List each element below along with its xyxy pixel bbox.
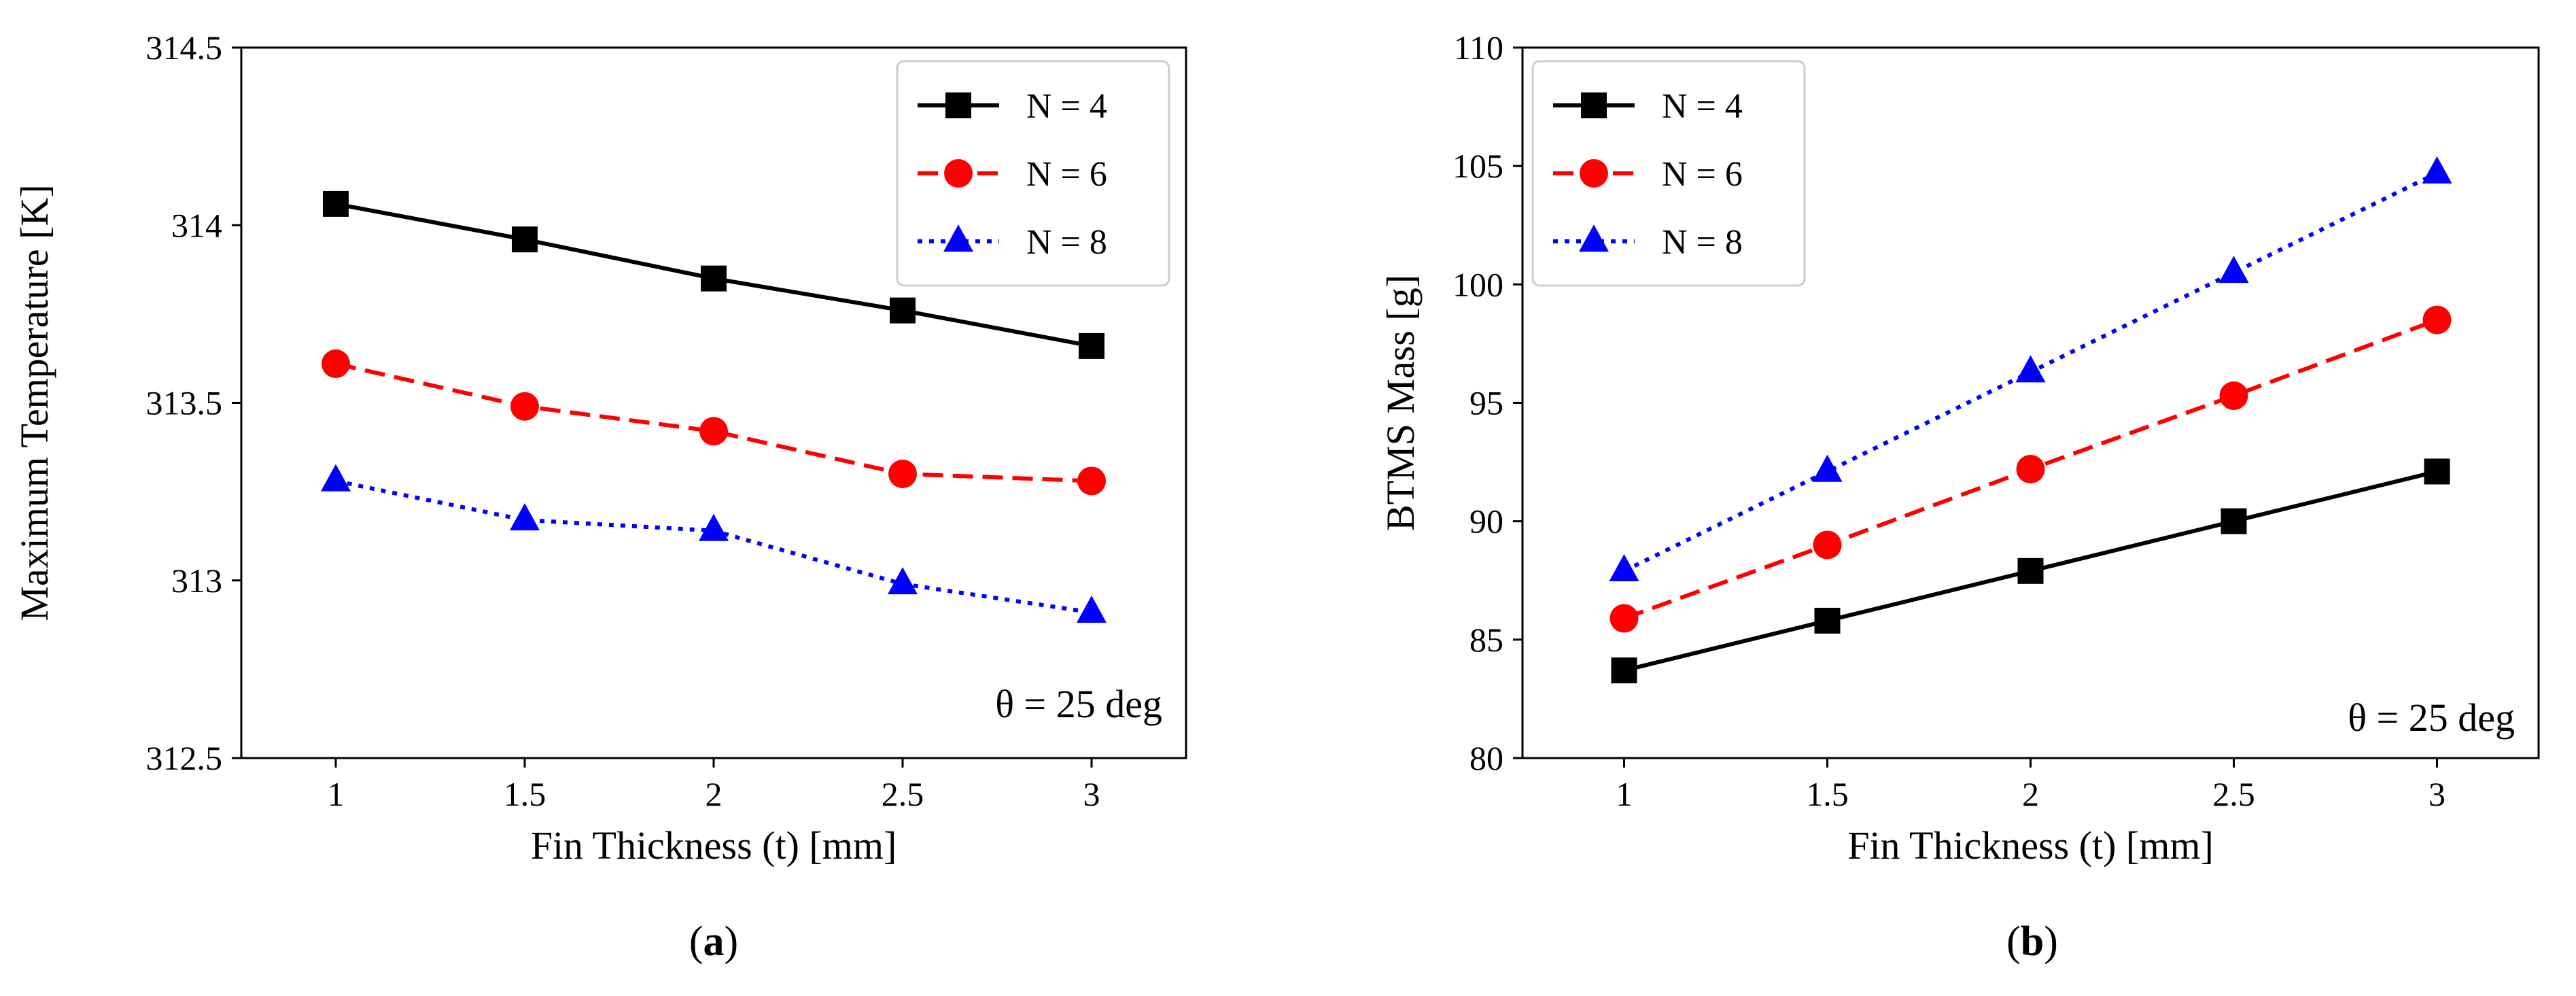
x-tick-label: 1.5 [1806, 775, 1849, 813]
x-axis-label: Fin Thickness (t) [mm] [1847, 823, 2214, 868]
series-0 [323, 190, 1104, 359]
data-point [321, 349, 350, 379]
series-line [335, 479, 1092, 615]
data-point [888, 460, 917, 488]
data-point [2422, 156, 2452, 184]
y-tick-label: 105 [1452, 147, 1503, 185]
legend-marker [944, 159, 973, 188]
data-point [1812, 454, 1843, 482]
x-tick-label: 2 [706, 775, 723, 813]
y-tick-label: 312.5 [146, 739, 223, 777]
y-axis-label: Maximum Temperature [K] [12, 184, 56, 621]
y-axis-label: BTMS Mass [g] [1378, 275, 1423, 531]
data-point [2015, 355, 2046, 383]
data-point [1077, 466, 1106, 496]
y-tick-label: 80 [1469, 739, 1503, 777]
caption-open: ( [689, 918, 703, 965]
data-point [1077, 595, 1107, 623]
panel-caption: (b) [2006, 918, 2058, 965]
data-point [699, 513, 729, 541]
series-1 [1609, 305, 2452, 633]
caption-letter: a [703, 918, 725, 965]
caption-letter: b [2021, 918, 2044, 965]
x-tick-label: 3 [1083, 775, 1100, 813]
x-tick-label: 2.5 [882, 775, 924, 813]
data-point [510, 392, 539, 421]
theta-annotation: θ = 25 deg [2348, 696, 2515, 740]
data-point [1609, 604, 1639, 633]
x-tick-label: 2 [2022, 775, 2039, 813]
data-point [890, 297, 916, 324]
legend-label: N = 4 [1662, 87, 1743, 126]
y-tick-label: 314.5 [146, 29, 223, 67]
data-point [2017, 557, 2044, 584]
theta-annotation: θ = 25 deg [995, 682, 1162, 726]
legend: N = 4 N = 6 N = 8 [1531, 60, 1806, 287]
data-point [2218, 256, 2249, 284]
data-point [1079, 332, 1104, 359]
data-point [2424, 458, 2450, 485]
panel-caption: (a) [689, 918, 738, 965]
caption-close: ) [2044, 918, 2058, 965]
series-line [335, 362, 1092, 483]
data-point [2221, 508, 2247, 534]
legend-marker [1581, 92, 1607, 118]
x-tick-label: 2.5 [2212, 775, 2255, 813]
data-point [512, 226, 538, 253]
legend-marker [1580, 159, 1608, 188]
data-point [888, 567, 918, 595]
x-axis-label: Fin Thickness (t) [mm] [531, 823, 897, 868]
legend-label: N = 4 [1026, 87, 1107, 126]
y-tick-label: 95 [1469, 384, 1503, 422]
panel-a: 1 1.5 2 2.5 3 312.5 313 313.5 314 314.5 Fin Thickn… [12, 29, 1187, 965]
data-point [1813, 530, 1842, 560]
y-tick-label: 90 [1469, 502, 1503, 540]
data-point [1814, 607, 1841, 634]
caption-open: ( [2006, 918, 2021, 965]
data-point [323, 190, 349, 217]
y-tick-label: 313 [171, 562, 222, 600]
legend-label: N = 6 [1026, 155, 1107, 194]
y-tick-label: 313.5 [146, 384, 223, 422]
y-tick-label: 110 [1454, 29, 1503, 67]
data-point [2422, 305, 2452, 334]
legend-label: N = 6 [1662, 155, 1743, 194]
data-point [699, 417, 728, 446]
legend: N = 4 N = 6 N = 8 [896, 60, 1170, 287]
data-point [1611, 657, 1637, 684]
data-point [510, 503, 540, 531]
series-2 [1609, 156, 2452, 582]
data-point [1609, 554, 1639, 582]
y-tick-label: 100 [1452, 265, 1503, 303]
data-point [321, 464, 351, 492]
x-tick-label: 1 [1616, 775, 1633, 813]
data-point [701, 265, 727, 292]
data-point [2016, 455, 2045, 484]
legend-marker [1579, 224, 1609, 252]
y-tick-label: 85 [1469, 621, 1503, 659]
y-tick-label: 314 [171, 206, 222, 244]
caption-close: ) [725, 918, 739, 965]
series-2 [321, 464, 1107, 623]
legend-label: N = 8 [1662, 223, 1743, 262]
legend-label: N = 8 [1026, 223, 1107, 262]
x-tick-label: 3 [2429, 775, 2446, 813]
x-tick-label: 1.5 [504, 775, 546, 813]
data-point [2219, 381, 2248, 411]
series-0 [1611, 458, 2450, 684]
legend-marker [945, 92, 971, 118]
legend-marker [943, 224, 973, 252]
panel-b: 1 1.5 2 2.5 3 80 85 90 95 100 105 110 Fin Thickness … [1378, 29, 2540, 965]
x-tick-label: 1 [328, 775, 345, 813]
series-1 [321, 349, 1106, 496]
